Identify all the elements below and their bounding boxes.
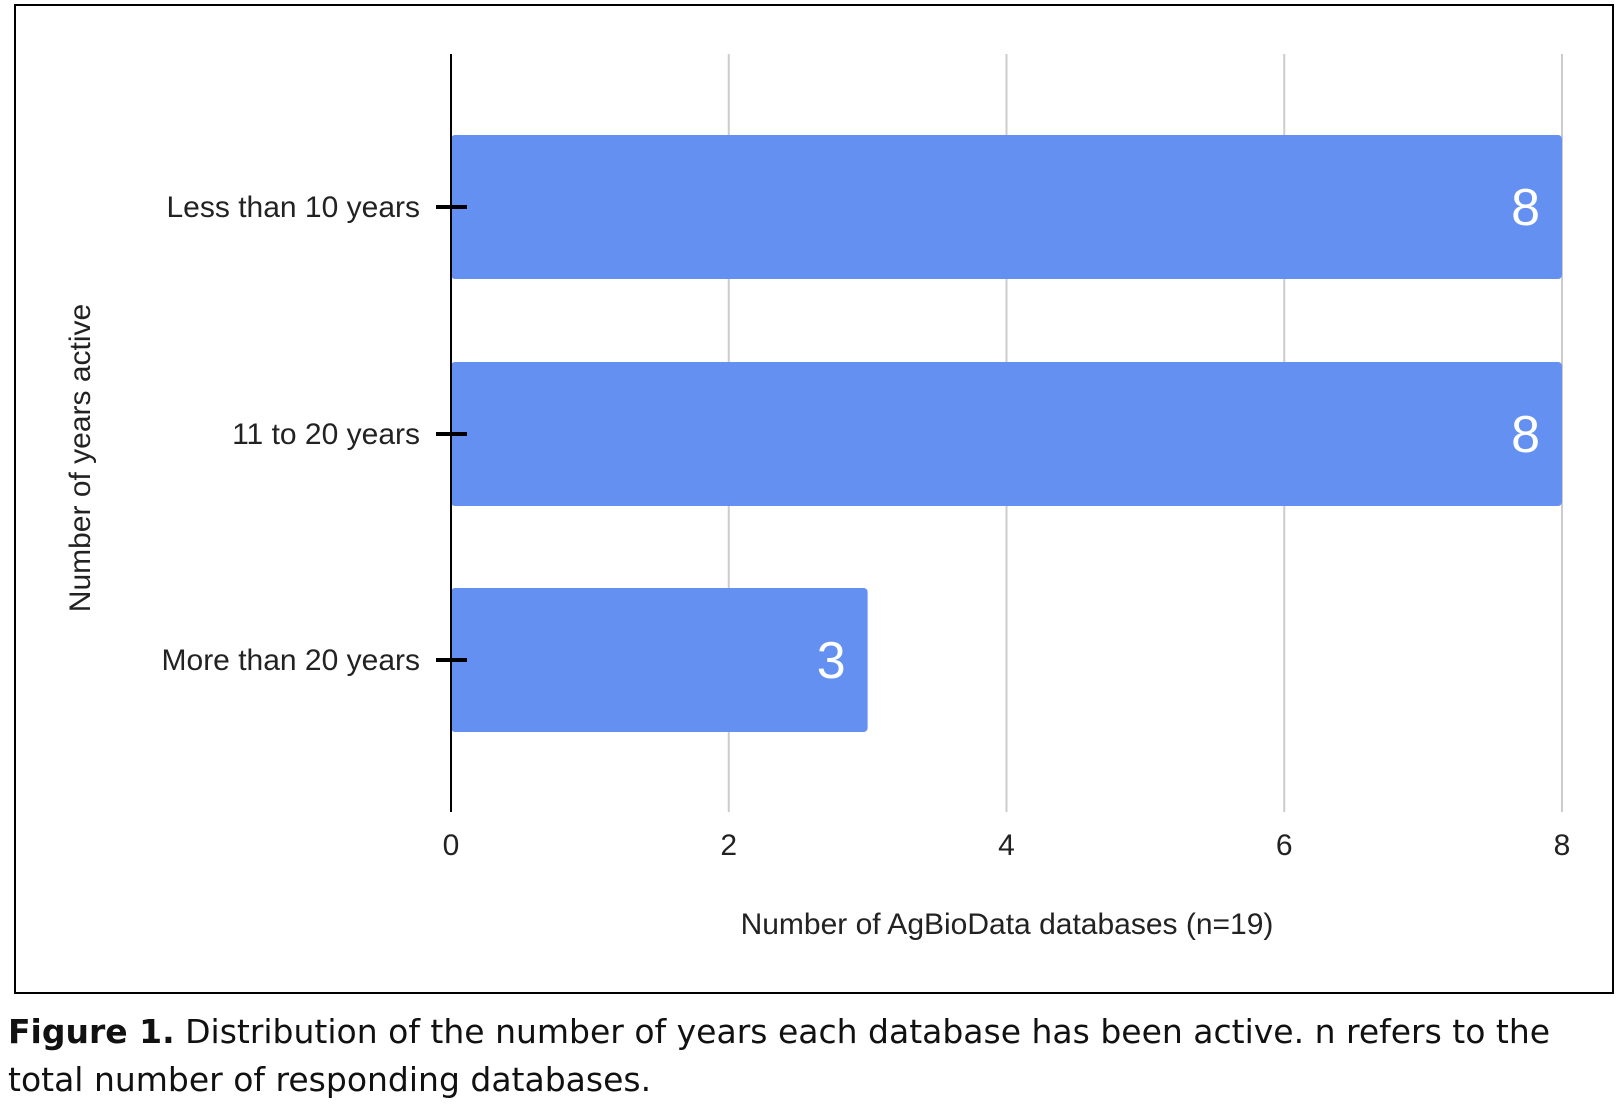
bar-0 <box>451 135 1562 279</box>
data-label-1: 8 <box>1511 406 1540 464</box>
y-tick-label-1: 11 to 20 years <box>232 418 420 451</box>
x-tick-label-2: 2 <box>720 829 737 862</box>
y-tick-label-0: Less than 10 years <box>167 191 421 224</box>
x-tick-label-6: 6 <box>1276 829 1293 862</box>
caption-text: Distribution of the number of years each… <box>8 1012 1551 1099</box>
x-tick-label-8: 8 <box>1554 829 1571 862</box>
x-tick-label-0: 0 <box>443 829 460 862</box>
y-tick-label-2: More than 20 years <box>162 644 420 677</box>
figure-caption: Figure 1. Distribution of the number of … <box>8 1008 1608 1104</box>
bar-2 <box>451 588 868 732</box>
y-axis-title: Number of years active <box>64 304 97 612</box>
caption-label: Figure 1. <box>8 1012 175 1051</box>
data-label-2: 3 <box>817 632 846 690</box>
data-label-0: 8 <box>1511 179 1540 237</box>
bar-1 <box>451 362 1562 506</box>
x-tick-label-4: 4 <box>998 829 1015 862</box>
x-axis-title: Number of AgBioData databases (n=19) <box>741 908 1274 941</box>
